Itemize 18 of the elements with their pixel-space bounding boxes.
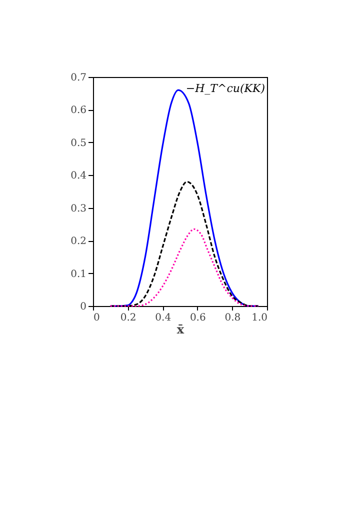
line-series: [110, 180, 260, 307]
y-tick-label: 0.4: [70, 170, 86, 182]
x-tick-label: 0: [94, 312, 100, 324]
x-tick-label: 0.6: [190, 312, 206, 324]
y-tick-label: 0.2: [70, 236, 86, 248]
x-tick-label: 0.4: [155, 312, 172, 324]
annotation: −H_T^cu(KK): [186, 82, 265, 95]
x-tick-label: 1.0: [252, 312, 268, 324]
x-axis-title: x̄: [176, 322, 185, 336]
y-tick-label: 0.7: [70, 72, 86, 84]
line-series: [110, 228, 260, 307]
y-tick-label: 0.3: [70, 203, 86, 214]
x-tick-label: 0.8: [224, 312, 241, 324]
y-tick-label: 0.5: [70, 138, 86, 149]
y-tick-label: 0.1: [70, 268, 86, 280]
y-tick-label: 0.6: [70, 105, 86, 116]
x-tick-label: 0.2: [120, 312, 136, 324]
y-tick-label: 0: [80, 302, 86, 312]
